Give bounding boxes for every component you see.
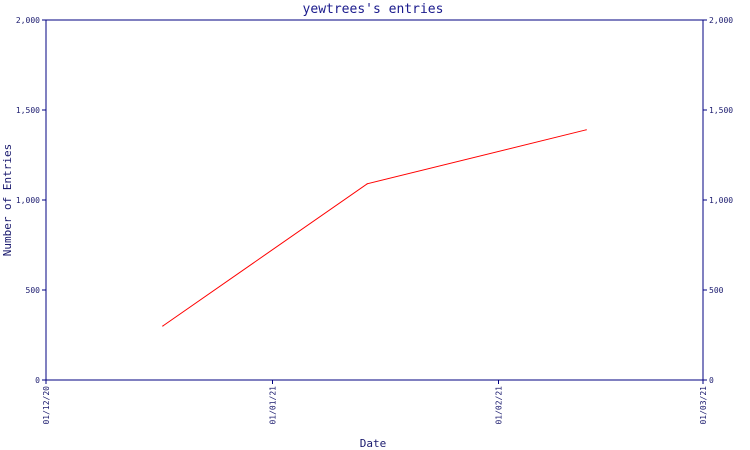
y-tick-label-right: 1,500 xyxy=(709,106,733,115)
y-tick-label-right: 2,000 xyxy=(709,16,733,25)
data-point xyxy=(585,129,587,131)
y-tick-label-left: 1,500 xyxy=(16,106,40,115)
x-tick-label: 01/02/21 xyxy=(495,386,504,425)
x-tick-label: 01/01/21 xyxy=(268,386,277,425)
y-tick-label-right: 1,000 xyxy=(709,196,733,205)
plot-area xyxy=(45,19,704,381)
y-axis-left: 0 500 1,000 1,500 2,000 xyxy=(16,16,46,385)
y-tick-label-left: 500 xyxy=(26,286,41,295)
y-tick-label-left: 1,000 xyxy=(16,196,40,205)
x-axis: 01/12/20 01/01/21 01/02/21 01/03/21 xyxy=(42,380,708,425)
data-point xyxy=(162,325,164,327)
y-axis-title: Number of Entries xyxy=(1,144,14,257)
y-tick-label-right: 0 xyxy=(709,376,714,385)
y-tick-label-left: 2,000 xyxy=(16,16,40,25)
series-layer xyxy=(162,129,587,327)
entries-series-line xyxy=(162,129,587,327)
data-point xyxy=(366,183,368,185)
y-axis-right: 0 500 1,000 1,500 2,000 xyxy=(703,16,733,385)
y-tick-label-right: 500 xyxy=(709,286,724,295)
plot-border xyxy=(45,19,704,381)
x-tick-label: 01/03/21 xyxy=(699,386,708,425)
x-axis-title: Date xyxy=(360,437,387,450)
chart-title: yewtrees's entries xyxy=(303,2,444,17)
x-tick-label: 01/12/20 xyxy=(42,386,51,425)
y-tick-label-left: 0 xyxy=(35,376,40,385)
